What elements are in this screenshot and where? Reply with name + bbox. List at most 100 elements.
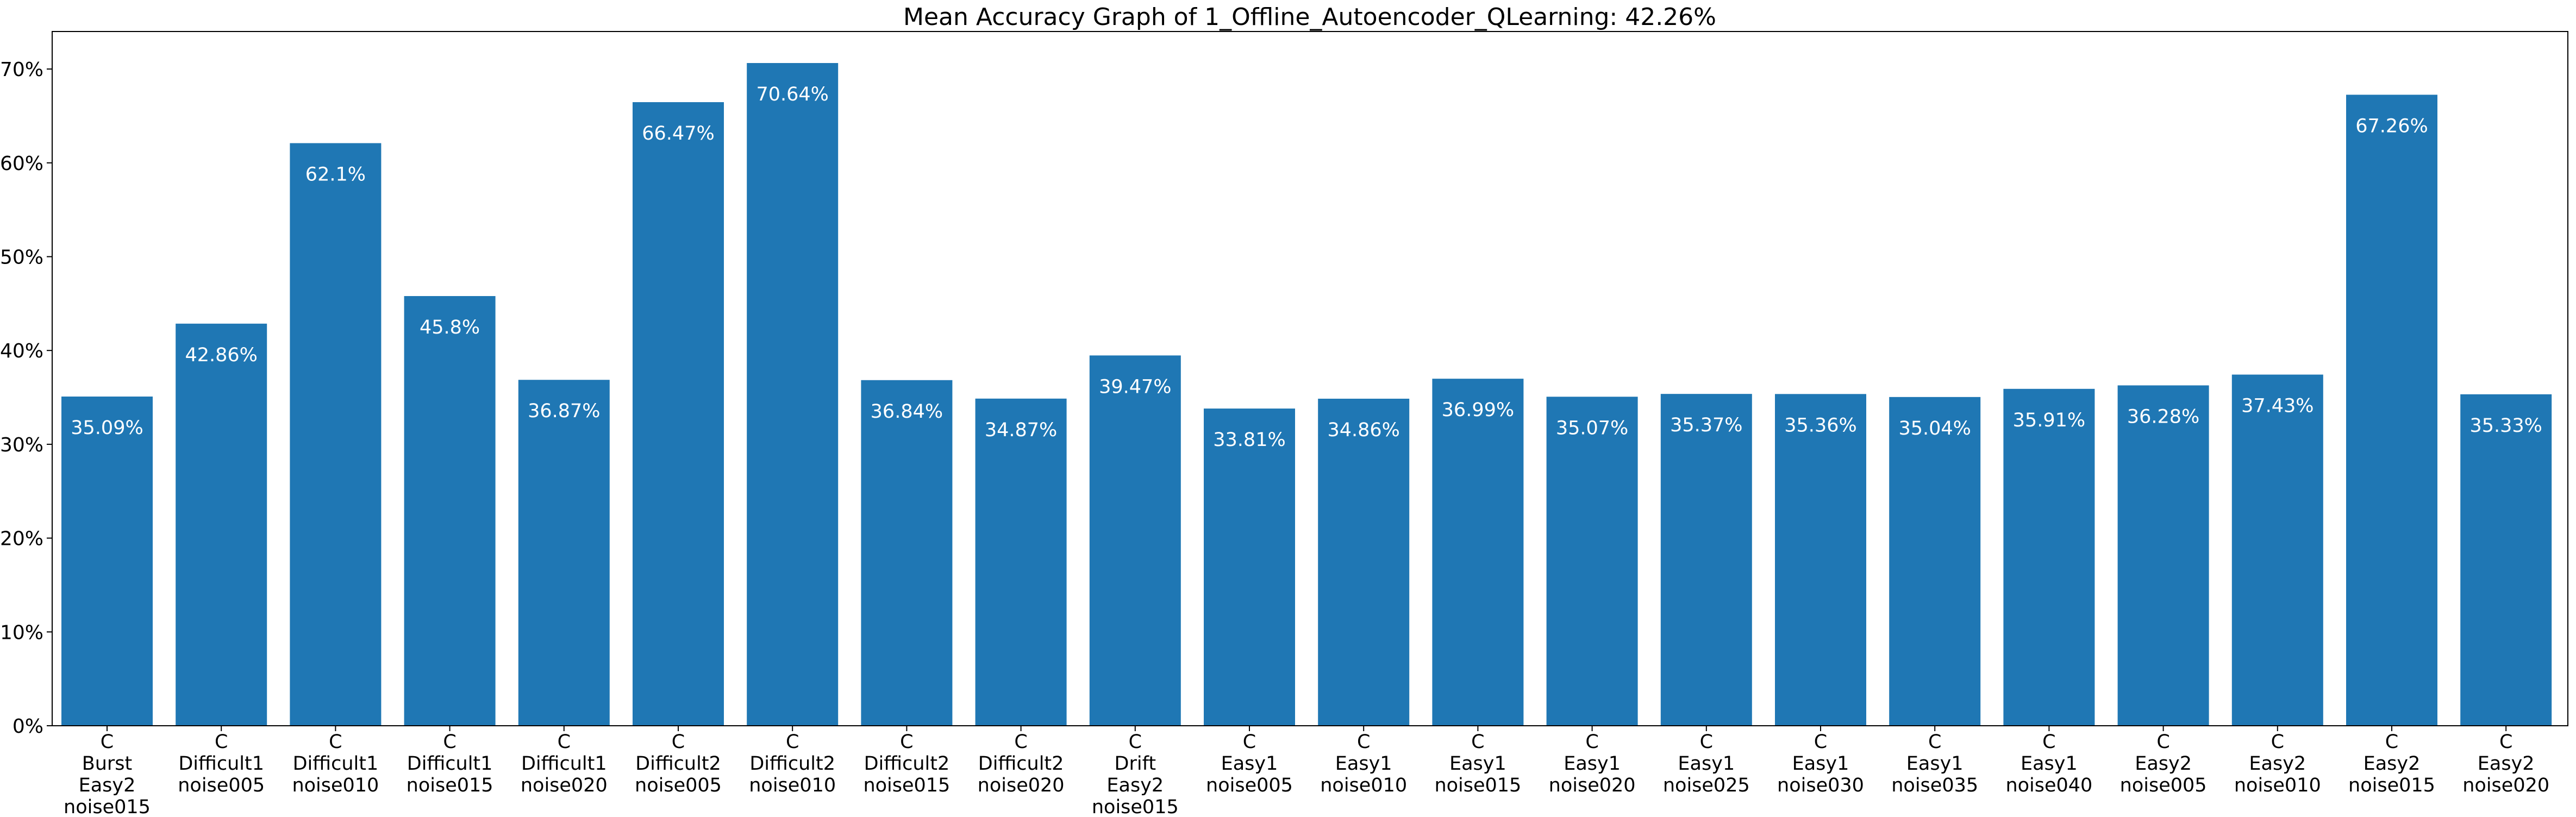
chart-title: Mean Accuracy Graph of 1_Offline_Autoenc…	[903, 3, 1716, 31]
x-tick-label: Difficult2	[749, 753, 835, 775]
x-tick-label: noise015	[2348, 775, 2435, 796]
x-tick-label: noise010	[1320, 775, 1407, 796]
x-tick-label: C	[1014, 731, 1027, 753]
x-tick-label: C	[329, 731, 342, 753]
x-tick-label: C	[2156, 731, 2169, 753]
bar-value-label: 70.64%	[756, 84, 828, 105]
bar	[1546, 397, 1638, 726]
bar	[1775, 394, 1866, 726]
x-tick-label: Difficult1	[407, 753, 493, 775]
x-tick-label: noise010	[2234, 775, 2321, 796]
bar	[1204, 409, 1295, 726]
x-tick-label: C	[1471, 731, 1484, 753]
x-tick-label: Easy2	[2478, 753, 2535, 775]
bar	[747, 63, 839, 726]
x-tick-label: Easy2	[1106, 775, 1164, 796]
bar	[2003, 388, 2095, 726]
x-tick-label: Difficult1	[521, 753, 607, 775]
x-tick-label: C	[1585, 731, 1598, 753]
y-tick-label: 40%	[0, 340, 43, 362]
y-tick-label: 50%	[0, 246, 43, 268]
bar	[1089, 355, 1181, 726]
x-tick-label: noise040	[2005, 775, 2092, 796]
x-tick-label: Difficult2	[978, 753, 1064, 775]
x-tick-label: Difficult1	[178, 753, 264, 775]
bar	[2346, 95, 2437, 726]
bar-value-label: 35.07%	[1556, 417, 1628, 439]
x-tick-label: noise015	[1434, 775, 1521, 796]
bar-value-label: 67.26%	[2355, 115, 2428, 137]
x-tick-label: C	[101, 731, 114, 753]
x-tick-label: noise035	[1891, 775, 1978, 796]
x-tick-label: C	[1700, 731, 1713, 753]
x-tick-label: noise015	[64, 796, 151, 815]
bar-labels-layer: 35.09% 42.86% 62.1% 45.8% 36.87% 66.47% 70.64%…	[71, 84, 2542, 451]
x-tick-label: Difficult2	[635, 753, 721, 775]
x-axis: CBurstEasy2noise015CDifficult1noise005CD…	[64, 726, 2549, 817]
x-tick-label: C	[2385, 731, 2398, 753]
x-tick-label: noise005	[635, 775, 722, 796]
bar-value-label: 35.37%	[1670, 414, 1742, 436]
x-tick-label: Easy1	[1906, 753, 1964, 775]
y-tick-label: 30%	[0, 434, 43, 456]
bar-value-label: 42.86%	[185, 344, 257, 366]
bar-value-label: 34.86%	[1327, 419, 1399, 441]
x-tick-label: C	[786, 731, 799, 753]
x-tick-label: Easy1	[1792, 753, 1849, 775]
bar	[176, 323, 267, 726]
x-tick-label: noise030	[1777, 775, 1864, 796]
y-tick-label: 0%	[12, 715, 43, 738]
bar-value-label: 62.1%	[305, 164, 366, 186]
bar-value-label: 45.8%	[420, 317, 480, 338]
x-tick-label: C	[1129, 731, 1142, 753]
bar	[2117, 385, 2209, 726]
y-tick-label: 10%	[0, 621, 43, 644]
x-tick-label: Easy1	[1678, 753, 1735, 775]
x-tick-label: Easy2	[79, 775, 136, 796]
bar	[861, 380, 953, 726]
bar	[404, 296, 496, 726]
x-tick-label: noise015	[1092, 796, 1179, 815]
x-tick-label: noise005	[1206, 775, 1293, 796]
bar-value-label: 39.47%	[1099, 376, 1171, 398]
bar	[2460, 394, 2552, 726]
x-tick-label: C	[2271, 731, 2284, 753]
bar-value-label: 37.43%	[2241, 395, 2314, 417]
x-tick-label: noise020	[1549, 775, 1636, 796]
bar	[975, 398, 1067, 726]
x-tick-label: noise020	[978, 775, 1065, 796]
x-tick-label: noise020	[2462, 775, 2549, 796]
x-tick-label: C	[215, 731, 228, 753]
x-tick-label: C	[1928, 731, 1941, 753]
x-tick-label: noise015	[863, 775, 950, 796]
bar-value-label: 35.04%	[1898, 418, 1971, 439]
x-tick-label: Drift	[1115, 753, 1156, 775]
y-tick-label: 70%	[0, 59, 43, 81]
bar-value-label: 35.33%	[2469, 415, 2542, 437]
x-tick-label: Easy1	[1335, 753, 1392, 775]
x-tick-label: C	[1357, 731, 1370, 753]
x-tick-label: Burst	[82, 753, 133, 775]
bar-value-label: 66.47%	[642, 123, 714, 144]
x-tick-label: Easy2	[2364, 753, 2421, 775]
bars-layer	[61, 63, 2552, 726]
x-tick-label: Easy2	[2249, 753, 2306, 775]
x-tick-label: C	[1243, 731, 1256, 753]
bar	[61, 396, 153, 726]
x-tick-label: C	[558, 731, 571, 753]
bar	[518, 380, 610, 726]
x-tick-label: noise025	[1663, 775, 1750, 796]
bar-value-label: 34.87%	[985, 419, 1057, 441]
bar	[1889, 397, 1981, 726]
x-tick-label: C	[2042, 731, 2055, 753]
bar	[633, 102, 724, 726]
bar-value-label: 36.99%	[1442, 399, 1514, 421]
bar-value-label: 33.81%	[1213, 429, 1285, 451]
x-tick-label: Difficult2	[864, 753, 950, 775]
bar	[1660, 394, 1752, 726]
bar	[290, 143, 382, 726]
x-tick-label: Easy1	[1221, 753, 1278, 775]
bar-value-label: 35.91%	[2013, 410, 2085, 431]
x-tick-label: noise010	[292, 775, 379, 796]
x-tick-label: noise005	[178, 775, 265, 796]
